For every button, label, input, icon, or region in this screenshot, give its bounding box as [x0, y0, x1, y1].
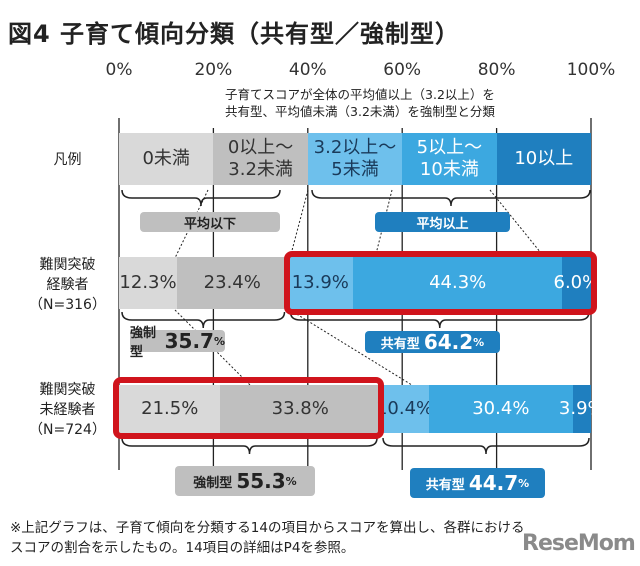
bar-segment: 12.3% [119, 257, 178, 309]
brace-shared [289, 311, 590, 329]
forced-type-label: 強制型 35.7% [130, 326, 225, 360]
brace-above-legend [311, 189, 591, 207]
x-tick-label: 60% [383, 60, 422, 80]
x-tick-label: 40% [288, 60, 327, 80]
type-unit: % [518, 476, 530, 490]
legend-segment: 3.2以上～ 5未満 [307, 133, 403, 185]
footnote-line-2: スコアの割合を示したもの。14項目の詳細はP4を参照。 [10, 540, 355, 556]
type-unit: % [473, 335, 485, 349]
group-label-below: 平均以下 [140, 212, 280, 232]
row-label: 難関突破 経験者 （N=316） [29, 257, 106, 313]
bar-segment: 3.9% [559, 385, 605, 433]
shared-type-label: 共有型 64.2% [365, 330, 500, 354]
bar-segment: 33.8% [220, 385, 380, 433]
legend-segment: 5以上～ 10未満 [402, 133, 497, 185]
bar-segment: 13.9% [287, 257, 354, 309]
highlight-box [113, 377, 385, 439]
type-unit: % [285, 474, 297, 488]
x-tick-label: 80% [477, 60, 516, 80]
chart-title: 図4 子育て傾向分類（共有型／強制型） [8, 20, 461, 48]
bar-segment: 44.3% [353, 257, 563, 309]
legend-segment: 0未満 [119, 133, 214, 185]
brace-forced [121, 437, 378, 455]
legend-segment: 0以上～ 3.2未満 [213, 133, 308, 185]
bar-segment: 10.4% [376, 385, 433, 433]
legend-row-label: 凡例 [53, 152, 82, 168]
type-value: 55.3 [236, 469, 286, 493]
bar-segment: 21.5% [119, 385, 221, 433]
group-label-above: 平均以上 [375, 212, 510, 232]
dotted-connector [289, 189, 309, 259]
bar-segment: 23.4% [177, 257, 288, 309]
dotted-connector [289, 309, 421, 391]
forced-type-label: 強制型 55.3% [175, 466, 315, 496]
x-tick-label: 0% [105, 60, 133, 80]
type-name: 強制型 [130, 326, 157, 360]
brace-below-legend [121, 189, 281, 207]
bar-segment: 6.0% [554, 257, 599, 309]
shared-type-label: 共有型 44.7% [410, 468, 545, 498]
x-tick-label: 100% [566, 60, 616, 80]
note-line-2: 共有型、平均値未満（3.2未満）を強制型と分類 [225, 104, 495, 119]
bar-segment: 30.4% [429, 385, 573, 433]
dotted-connector [489, 189, 546, 259]
resemom-logo: ReseMom [522, 531, 636, 556]
brace-shared [382, 437, 590, 455]
type-name: 共有型 [425, 477, 465, 493]
row-label: 難関突破 未経験者 （N=724） [29, 382, 106, 438]
footnote-line-1: ※上記グラフは、子育て傾向を分類する14の項目からスコアを算出し、各群における [10, 520, 525, 536]
footnote: ※上記グラフは、子育て傾向を分類する14の項目からスコアを算出し、各群における … [10, 518, 525, 558]
highlight-box [283, 251, 597, 315]
note-line-1: 子育てスコアが全体の平均値以上（3.2以上）を [225, 87, 495, 102]
type-value: 44.7 [468, 471, 519, 495]
type-value: 64.2 [423, 330, 474, 354]
stacked-bar: 21.5% 33.8% 10.4% 30.4% 3.9% [119, 385, 605, 433]
type-name: 強制型 [193, 475, 233, 491]
type-unit: % [213, 334, 225, 348]
brace-forced [121, 311, 286, 329]
stacked-bar: 12.3% 23.4% 13.9% 44.3% 6.0% [119, 257, 599, 309]
legend-segment: 10以上 [496, 133, 591, 185]
type-name: 共有型 [380, 336, 420, 352]
type-value: 35.7 [164, 329, 214, 353]
legend-bar: 0未満 0以上～ 3.2未満 3.2以上～ 5未満 5以上～ 10未満 10以上 [119, 133, 591, 185]
x-tick-label: 20% [194, 60, 233, 80]
classification-note: 子育てスコアが全体の平均値以上（3.2以上）を 共有型、平均値未満（3.2未満）… [150, 86, 570, 120]
